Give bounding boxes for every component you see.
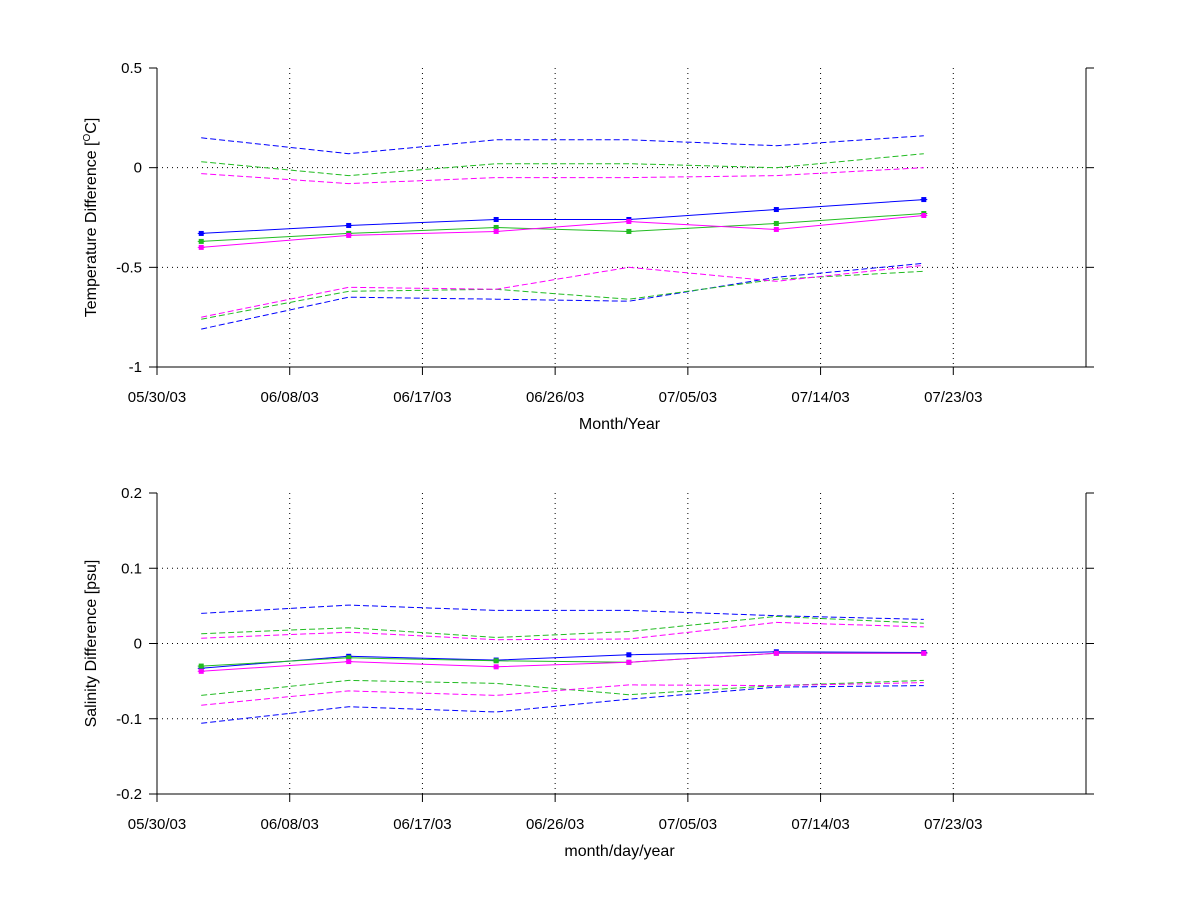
bound-line <box>201 621 924 641</box>
series-line <box>201 199 924 234</box>
bound-line <box>201 682 924 706</box>
series-line <box>201 652 924 672</box>
bound-line <box>201 135 924 155</box>
y-tick-label: -1 <box>129 359 142 376</box>
y-tick-label: 0.2 <box>121 485 142 502</box>
x-tick-label: 05/30/03 <box>128 389 186 406</box>
x-tick-label: 06/17/03 <box>393 816 451 833</box>
bound-line <box>201 604 924 620</box>
x-tick-label: 06/26/03 <box>526 389 584 406</box>
y-tick-label: -0.2 <box>116 786 142 803</box>
y-tick-label: 0.1 <box>121 560 142 577</box>
y-axis-title: Temperature Difference [OC] <box>82 118 100 318</box>
x-tick-label: 07/05/03 <box>659 816 717 833</box>
y-tick-label: -0.1 <box>116 711 142 728</box>
bound-line <box>201 262 924 330</box>
bound-line <box>201 264 924 318</box>
x-tick-label: 06/08/03 <box>261 389 319 406</box>
x-tick-label: 07/23/03 <box>924 389 982 406</box>
x-tick-label: 07/05/03 <box>659 389 717 406</box>
temperature-panel: 0.5 0 -0.5 -1 05/30/03 06/08/03 06/17/03 06/26/… <box>82 60 1094 433</box>
bound-line <box>201 679 924 696</box>
x-tick-label: 05/30/03 <box>128 816 186 833</box>
y-tick-label: 0.5 <box>121 60 142 77</box>
x-axis-title: month/day/year <box>564 843 675 860</box>
bound-line <box>201 615 924 639</box>
x-tick-label: 06/26/03 <box>526 816 584 833</box>
x-tick-label: 06/08/03 <box>261 816 319 833</box>
y-tick-label: -0.5 <box>116 259 142 276</box>
y-axis-title: Salinity Difference [psu] <box>83 560 100 728</box>
x-tick-label: 07/14/03 <box>791 816 849 833</box>
bound-line <box>201 270 924 320</box>
bound-line <box>201 685 924 724</box>
x-axis-title: Month/Year <box>579 416 661 433</box>
series-line <box>201 213 924 242</box>
series-line <box>201 651 924 669</box>
series-line <box>201 215 924 248</box>
x-tick-label: 06/17/03 <box>393 389 451 406</box>
x-tick-label: 07/14/03 <box>791 389 849 406</box>
salinity-panel: 0.2 0.1 0 -0.1 -0.2 05/30/03 06/08/03 06/17/03 0… <box>83 485 1094 860</box>
x-tick-label: 07/23/03 <box>924 816 982 833</box>
y-tick-label: 0 <box>134 636 142 653</box>
bound-line <box>201 153 924 177</box>
bound-line <box>201 167 924 185</box>
y-tick-label: 0 <box>134 160 142 177</box>
